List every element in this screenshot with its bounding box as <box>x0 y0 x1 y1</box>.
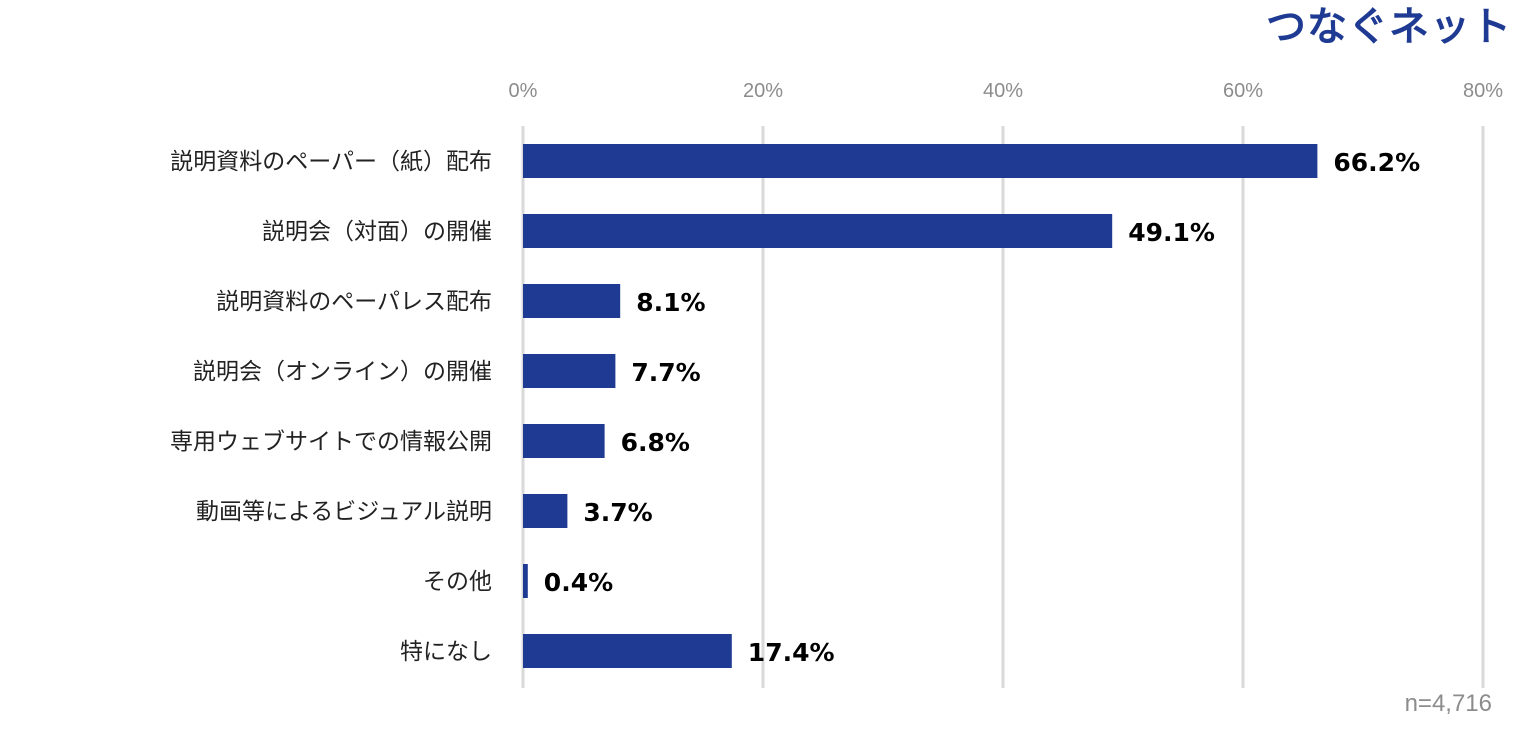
bar-6 <box>523 564 528 598</box>
brand-logo: つなぐネット <box>1266 4 1512 50</box>
grid-lines <box>521 126 1485 688</box>
value-label-2: 8.1% <box>636 288 705 317</box>
bars <box>523 144 1318 668</box>
category-label-3: 説明会（オンライン）の開催 <box>193 359 492 385</box>
category-label-2: 説明資料のペーパレス配布 <box>216 289 492 315</box>
bar-4 <box>523 424 605 458</box>
category-label-6: その他 <box>423 569 492 595</box>
value-label-3: 7.7% <box>631 358 700 387</box>
value-label-0: 66.2% <box>1333 148 1420 177</box>
bar-0 <box>523 144 1318 178</box>
value-label-7: 17.4% <box>748 638 835 667</box>
value-labels: 66.2% 49.1% 8.1% 7.7% 6.8% 3.7% 0.4% 17.4% <box>544 148 1420 667</box>
x-axis-ticks: 0% 20% 40% 60% 80% <box>509 80 1504 102</box>
x-tick-label-80: 80% <box>1463 80 1503 102</box>
value-label-6: 0.4% <box>544 568 613 597</box>
category-label-5: 動画等によるビジュアル説明 <box>196 499 492 525</box>
value-label-1: 49.1% <box>1128 218 1215 247</box>
bar-2 <box>523 284 621 318</box>
category-labels: 説明資料のペーパー（紙）配布説明会（対面）の開催説明資料のペーパレス配布説明会（… <box>170 149 492 665</box>
category-label-1: 説明会（対面）の開催 <box>262 219 492 245</box>
category-label-4: 専用ウェブサイトでの情報公開 <box>170 429 492 455</box>
bar-3 <box>523 354 616 388</box>
x-tick-label-0: 0% <box>509 80 538 102</box>
bar-5 <box>523 494 568 528</box>
sample-size-note: n=4,716 <box>1404 690 1492 717</box>
bar-7 <box>523 634 732 668</box>
x-tick-label-40: 40% <box>983 80 1023 102</box>
x-tick-label-20: 20% <box>743 80 783 102</box>
bar-1 <box>523 214 1113 248</box>
x-tick-label-60: 60% <box>1223 80 1263 102</box>
category-label-0: 説明資料のペーパー（紙）配布 <box>170 149 492 175</box>
category-label-7: 特になし <box>400 639 492 665</box>
value-label-4: 6.8% <box>621 428 690 457</box>
value-label-5: 3.7% <box>583 498 652 527</box>
